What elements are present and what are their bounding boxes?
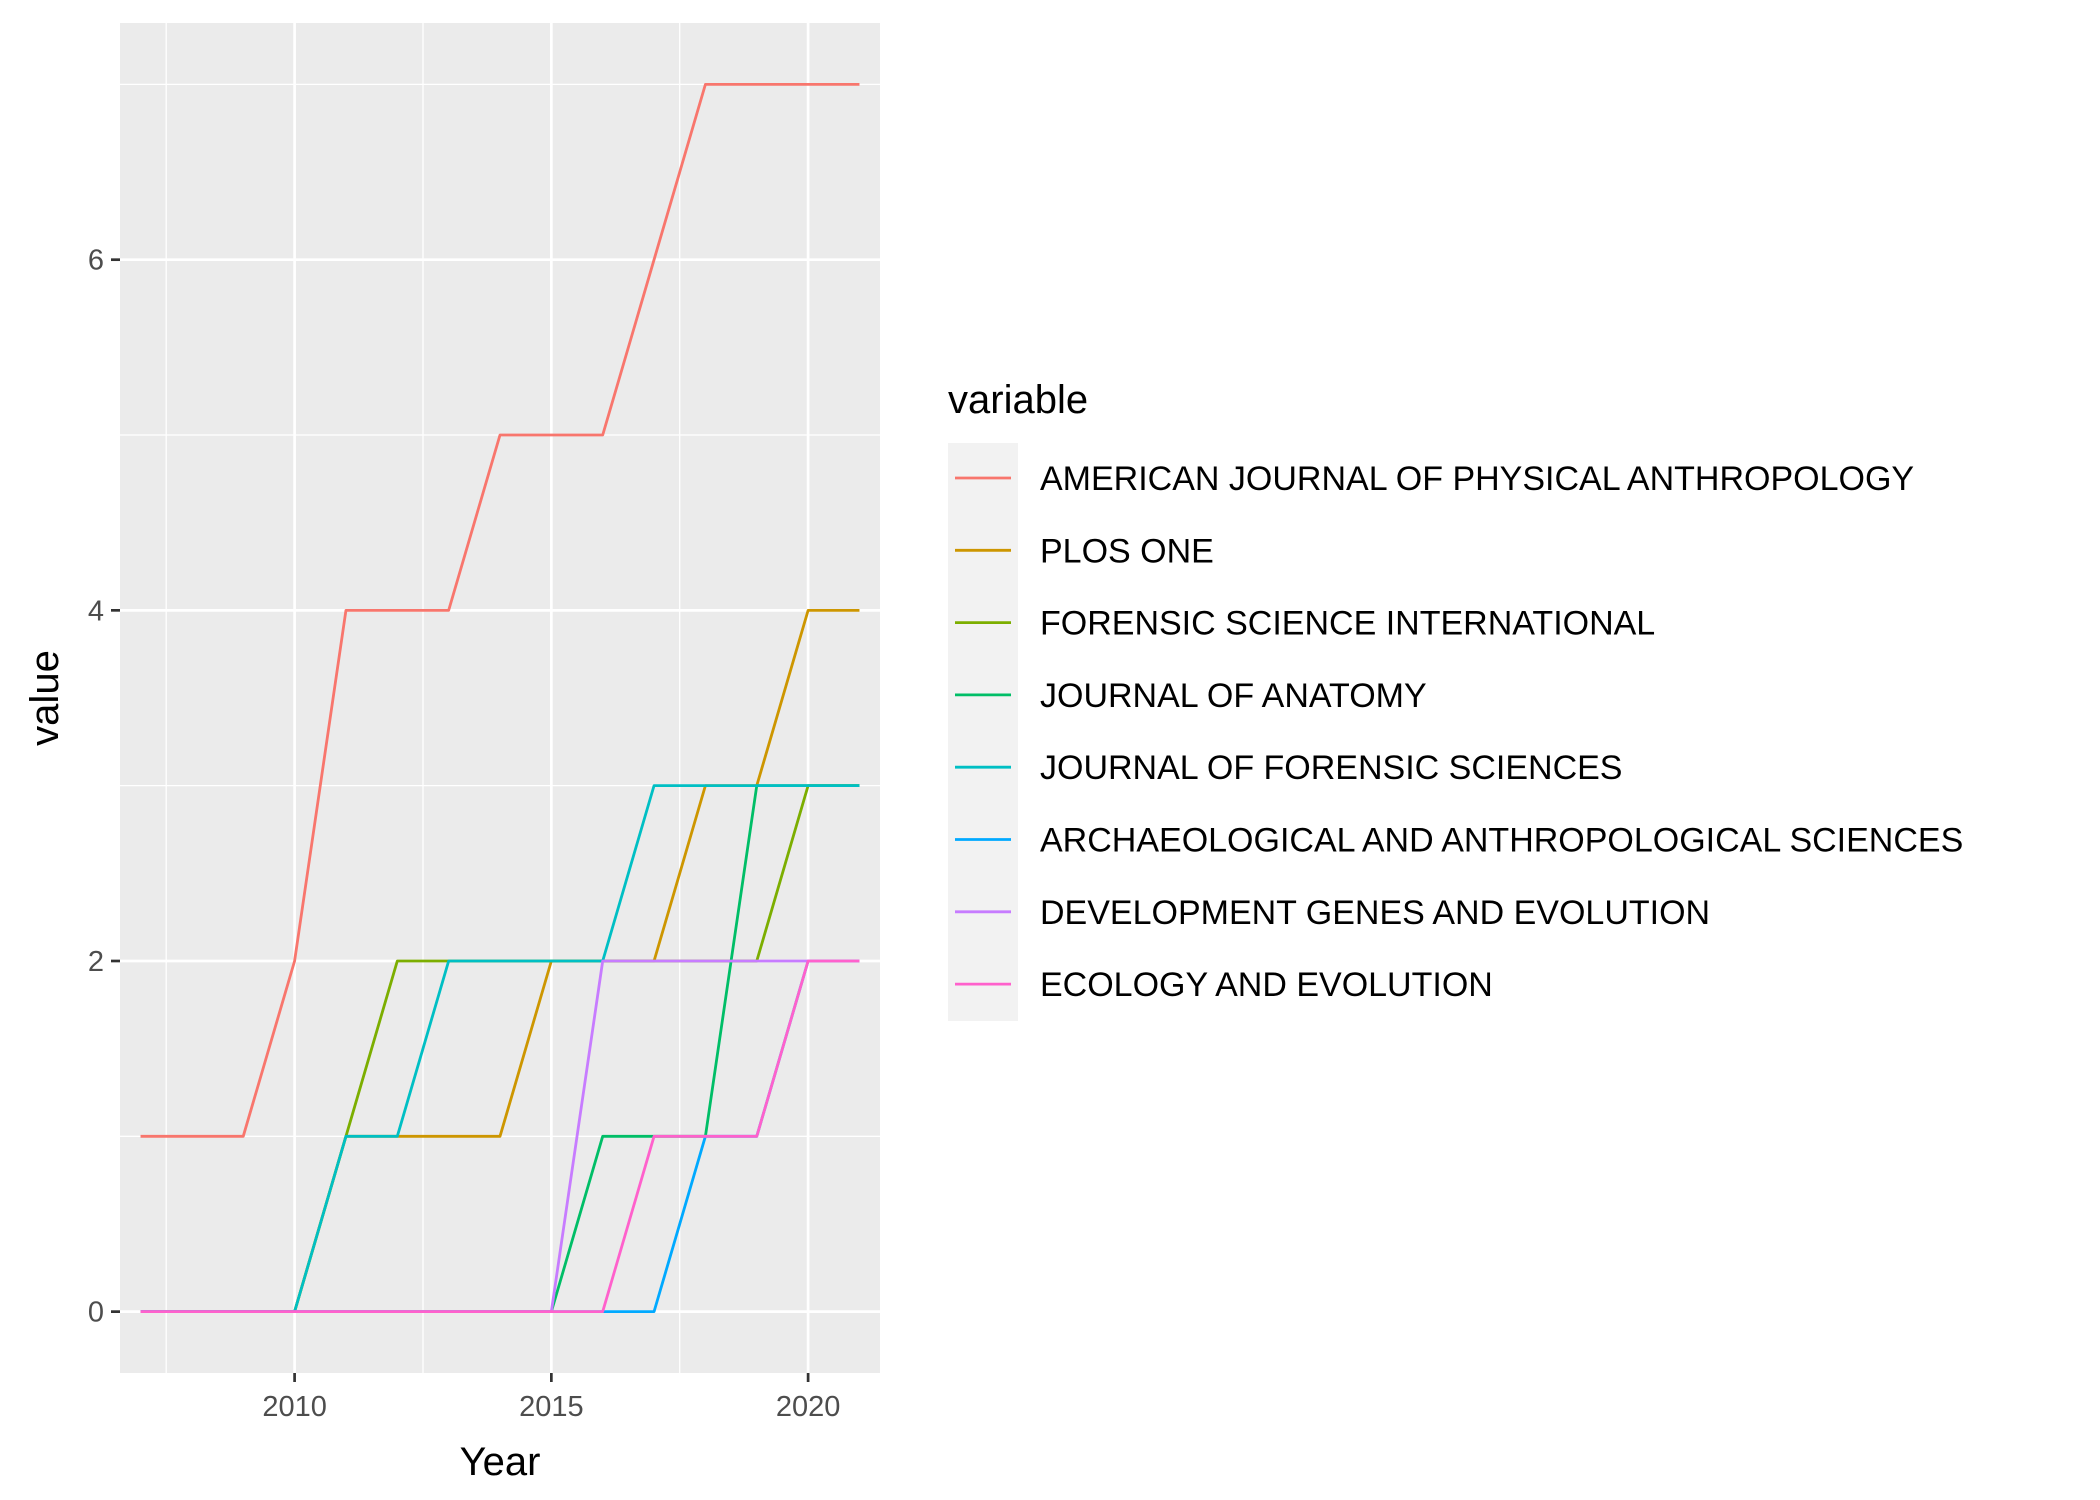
- legend-label-6: ARCHAEOLOGICAL AND ANTHROPOLOGICAL SCIEN…: [1040, 822, 1963, 860]
- y-tick-label: 0: [88, 1297, 104, 1329]
- legend: variable AMERICAN JOURNAL OF PHYSICAL AN…: [948, 378, 1963, 1021]
- series-lines: [140, 82, 860, 1314]
- legend-title: variable: [948, 378, 1088, 422]
- legend-label-4: JOURNAL OF ANATOMY: [1040, 677, 1427, 715]
- x-tick-label: 2020: [776, 1391, 841, 1423]
- y-axis-title: value: [23, 650, 67, 746]
- x-tick-label: 2015: [519, 1391, 584, 1423]
- y-tick-label: 2: [88, 946, 104, 978]
- series-line-8: [140, 959, 860, 1314]
- series-line-1: [140, 82, 860, 1138]
- x-axis: 2010 2015 2020: [262, 1373, 840, 1423]
- y-axis: 0 2 4 6: [88, 245, 120, 1329]
- x-axis-title: Year: [460, 1440, 541, 1484]
- legend-label-2: PLOS ONE: [1040, 532, 1214, 570]
- y-tick-label: 6: [88, 245, 104, 277]
- legend-key-background: [948, 443, 1018, 1021]
- legend-label-3: FORENSIC SCIENCE INTERNATIONAL: [1040, 605, 1655, 643]
- y-tick-label: 4: [88, 595, 104, 627]
- x-tick-label: 2010: [262, 1391, 327, 1423]
- legend-label-8: ECOLOGY AND EVOLUTION: [1040, 966, 1493, 1004]
- plot-panel: [120, 23, 880, 1373]
- legend-label-1: AMERICAN JOURNAL OF PHYSICAL ANTHROPOLOG…: [1040, 460, 1914, 498]
- legend-label-7: DEVELOPMENT GENES AND EVOLUTION: [1040, 894, 1710, 932]
- legend-items: AMERICAN JOURNAL OF PHYSICAL ANTHROPOLOG…: [955, 460, 1963, 1004]
- legend-label-5: JOURNAL OF FORENSIC SCIENCES: [1040, 749, 1622, 787]
